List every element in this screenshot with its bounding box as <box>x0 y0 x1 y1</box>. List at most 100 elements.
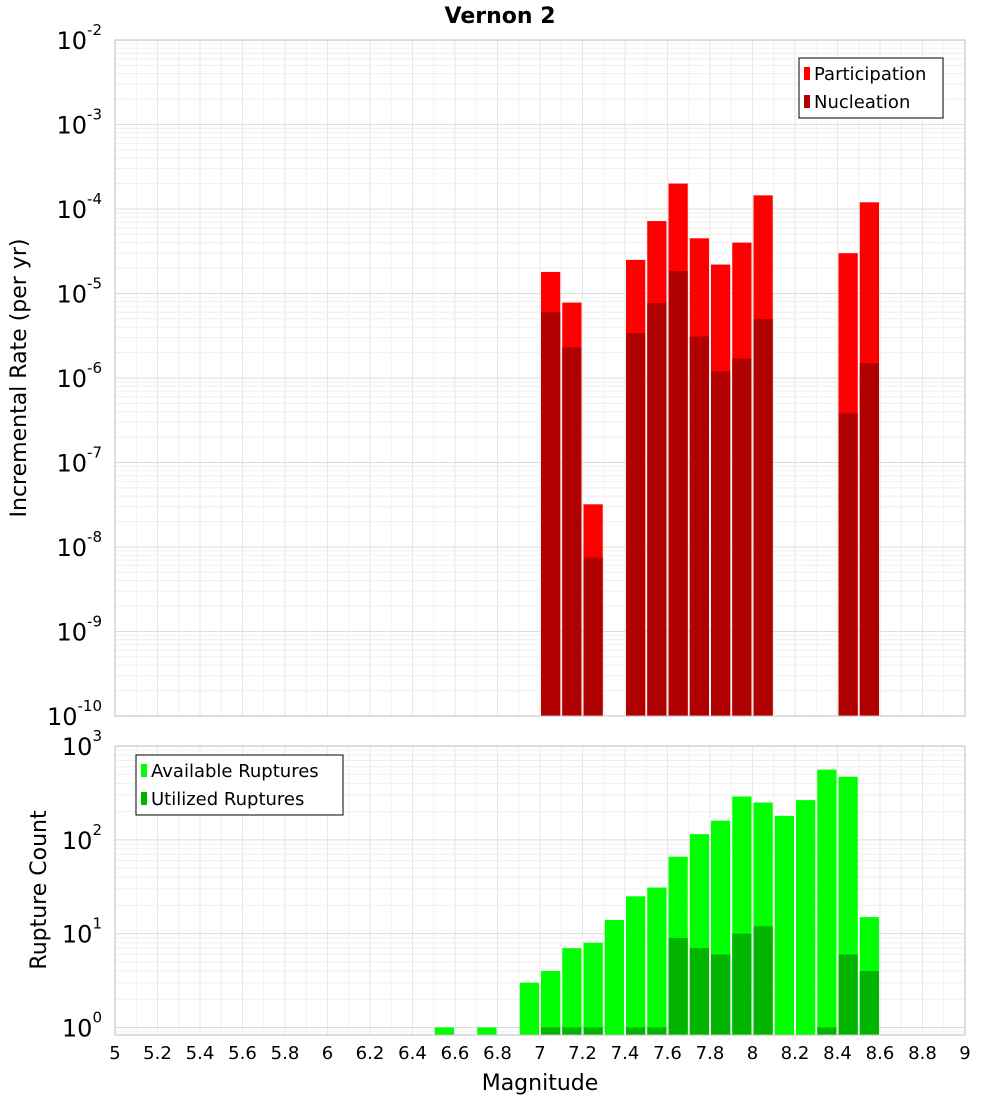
x-axis-label: Magnitude <box>482 1071 599 1096</box>
bar-nucleation <box>732 358 752 716</box>
bar-utilized-ruptures <box>647 1027 667 1035</box>
y-tick-label: 10-10 <box>47 697 102 731</box>
y-tick-base: 10 <box>62 1014 93 1042</box>
bar-available-ruptures <box>626 896 646 1035</box>
y-tick-label: 100 <box>62 1008 102 1042</box>
bar-utilized-ruptures <box>753 926 773 1035</box>
legend-swatch <box>141 764 147 777</box>
y-tick-label: 10-3 <box>56 106 102 140</box>
x-tick-label: 9 <box>959 1043 970 1064</box>
y-tick-label: 10-7 <box>56 444 102 478</box>
bar-nucleation <box>859 363 879 716</box>
y-axis-label-count: Rupture Count <box>27 810 52 970</box>
bar-nucleation <box>583 557 603 716</box>
y-tick-base: 10 <box>56 534 87 562</box>
bar-utilized-ruptures <box>562 1027 582 1035</box>
x-tick-label: 6.8 <box>483 1043 512 1064</box>
y-tick-label: 10-4 <box>56 190 102 224</box>
x-tick-label: 8.4 <box>823 1043 852 1064</box>
x-tick-label: 5.8 <box>271 1043 300 1064</box>
x-tick-label: 8.6 <box>866 1043 895 1064</box>
bar-available-ruptures <box>477 1027 497 1035</box>
x-tick-label: 6 <box>322 1043 333 1064</box>
x-tick-label: 8 <box>747 1043 758 1064</box>
bar-nucleation <box>668 270 688 716</box>
bar-utilized-ruptures <box>732 933 752 1035</box>
bar-available-ruptures <box>519 982 539 1035</box>
x-axis: 5 5.2 5.4 5.6 5.8 6 6.2 6.4 6.6 6.8 7 7.2 7.4 7.6 7.8 8… <box>109 1043 970 1064</box>
x-tick-label: 7.6 <box>653 1043 682 1064</box>
y-tick-base: 10 <box>56 450 87 478</box>
bar-utilized-ruptures <box>817 1027 837 1035</box>
y-tick-base: 10 <box>62 827 93 855</box>
plot-frame <box>114 745 966 1036</box>
x-tick-label: 8.8 <box>908 1043 937 1064</box>
x-tick-label: 8.2 <box>781 1043 810 1064</box>
bar-nucleation <box>711 371 731 716</box>
y-tick-base: 10 <box>56 196 87 224</box>
legend-label: Nucleation <box>814 92 910 113</box>
bar-nucleation <box>562 347 582 716</box>
legend-label: Available Ruptures <box>151 761 319 782</box>
x-tick-label: 7.8 <box>696 1043 725 1064</box>
x-tick-label: 6.6 <box>441 1043 470 1064</box>
y-tick-label: 102 <box>62 821 102 855</box>
y-tick-base: 10 <box>56 27 87 55</box>
plot-frame <box>114 39 966 717</box>
bar-available-ruptures <box>604 919 624 1035</box>
chart-title: Vernon 2 <box>445 4 556 29</box>
bar-utilized-ruptures <box>541 1027 561 1035</box>
y-tick-exponent: -8 <box>87 528 102 546</box>
legend-swatch <box>804 95 810 108</box>
rate-panel: 10-1010-910-810-710-610-510-410-310-2Par… <box>47 21 966 731</box>
bar-utilized-ruptures <box>711 954 731 1035</box>
bar-available-ruptures <box>796 800 816 1035</box>
bar-available-ruptures <box>583 942 603 1035</box>
bar-nucleation <box>753 318 773 716</box>
bar-available-ruptures <box>434 1027 454 1035</box>
x-tick-label: 5.4 <box>186 1043 215 1064</box>
y-tick-exponent: 3 <box>92 727 102 745</box>
y-tick-exponent: -9 <box>87 613 102 631</box>
y-tick-exponent: -3 <box>87 106 102 124</box>
bar-utilized-ruptures <box>859 971 879 1035</box>
bar-available-ruptures <box>562 948 582 1035</box>
legend <box>135 754 344 816</box>
y-tick-label: 10-8 <box>56 528 102 562</box>
y-tick-label: 10-5 <box>56 275 102 309</box>
y-tick-base: 10 <box>56 365 87 393</box>
bar-nucleation <box>689 336 709 716</box>
bar-nucleation <box>647 303 667 716</box>
bar-utilized-ruptures <box>583 1027 603 1035</box>
y-tick-label: 10-6 <box>56 359 102 393</box>
bar-nucleation <box>838 413 858 716</box>
y-tick-exponent: -5 <box>87 275 102 293</box>
bar-nucleation <box>626 333 646 716</box>
x-tick-label: 6.2 <box>356 1043 385 1064</box>
bar-available-ruptures <box>774 815 794 1035</box>
y-axis-label-rate: Incremental Rate (per yr) <box>7 239 32 518</box>
bar-nucleation <box>541 312 561 716</box>
bar-available-ruptures <box>541 971 561 1035</box>
legend-swatch <box>141 792 147 805</box>
x-tick-label: 5.2 <box>143 1043 172 1064</box>
y-tick-exponent: 2 <box>92 821 102 839</box>
y-tick-exponent: 1 <box>92 915 102 933</box>
y-tick-base: 10 <box>62 733 93 761</box>
y-tick-exponent: -2 <box>87 21 102 39</box>
x-tick-label: 7.2 <box>568 1043 597 1064</box>
legend <box>798 57 944 119</box>
x-tick-label: 5.6 <box>228 1043 257 1064</box>
legend-swatch <box>804 67 810 80</box>
y-tick-base: 10 <box>56 112 87 140</box>
bar-utilized-ruptures <box>689 948 709 1035</box>
y-tick-base: 10 <box>56 281 87 309</box>
y-tick-base: 10 <box>56 619 87 647</box>
legend-label: Participation <box>814 64 926 85</box>
bar-available-ruptures <box>647 887 667 1035</box>
x-tick-label: 7.4 <box>611 1043 640 1064</box>
y-tick-label: 10-9 <box>56 613 102 647</box>
bar-utilized-ruptures <box>838 954 858 1035</box>
x-tick-label: 6.4 <box>398 1043 427 1064</box>
